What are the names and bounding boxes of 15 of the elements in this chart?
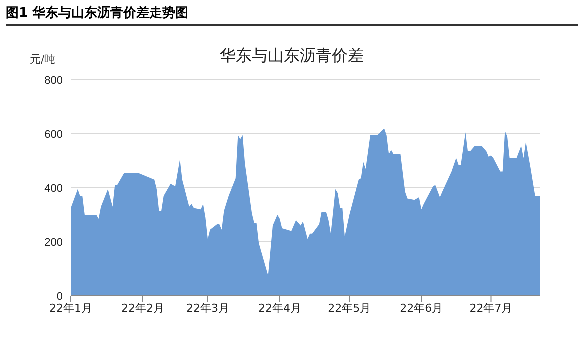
- chart-subtitle: 华东与山东沥青价差: [220, 46, 364, 65]
- x-tick-label: 22年4月: [258, 302, 302, 315]
- x-tick-label: 22年5月: [328, 302, 372, 315]
- y-tick-label: 0: [56, 290, 63, 303]
- x-tick-label: 22年7月: [470, 302, 513, 315]
- y-tick-label: 400: [44, 182, 63, 195]
- x-tick-label: 22年1月: [50, 302, 92, 315]
- x-tick-label: 22年2月: [121, 302, 164, 315]
- x-tick-label: 22年6月: [400, 302, 444, 315]
- y-tick-label: 600: [44, 128, 63, 141]
- x-tick-label: 22年3月: [186, 302, 230, 315]
- chart-title: 图1 华东与山东沥青价差走势图: [6, 4, 578, 26]
- y-axis-title: 元/吨: [30, 52, 56, 67]
- y-tick-label: 200: [44, 236, 63, 249]
- y-tick-label: 800: [44, 74, 63, 87]
